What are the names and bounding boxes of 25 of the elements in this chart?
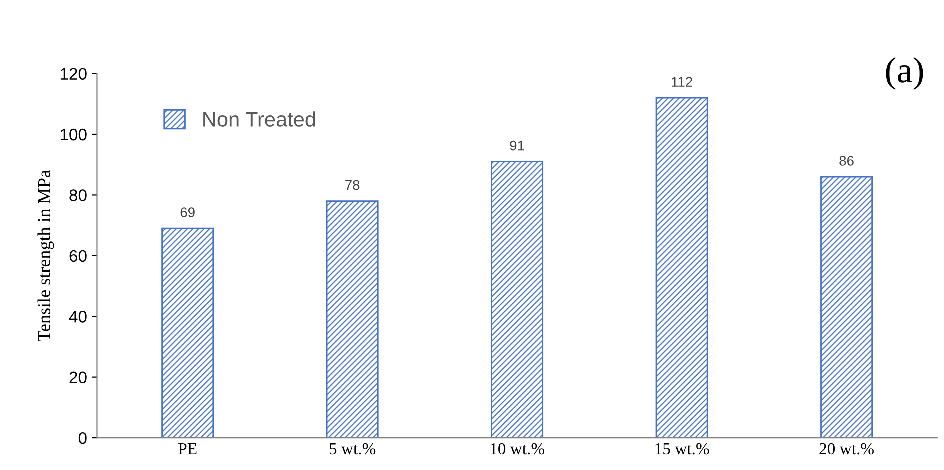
annotation: (a) [886,57,924,90]
bar [656,97,708,438]
data-label: 78 [346,180,360,190]
bar [491,161,544,438]
data-label: 112 [672,77,692,87]
data-label: 86 [840,156,854,166]
bar [326,200,379,438]
y-tick-label: 100 [60,128,87,141]
legend-label: Non Treated [204,112,316,127]
data-label: 91 [510,140,524,151]
y-tick-label: 60 [70,250,87,262]
y-tick-label: 120 [60,68,87,80]
y-tick-label: 80 [70,190,87,202]
x-tick-label: 20 wt.% [820,443,874,455]
x-tick-label: 15 wt.% [656,443,710,455]
x-tick-label: 5 wt.% [330,443,376,455]
x-tick-label: 10 wt.% [491,443,545,455]
y-tick-label: 20 [70,372,87,384]
data-label: 69 [180,208,195,218]
y-tick-label: 40 [69,311,87,323]
y-axis-title: Tensile strength in MPa [38,170,54,342]
y-tick-label: 0 [78,432,87,444]
bar [820,176,874,438]
bar [162,228,214,438]
x-tick-label: PE [178,444,197,454]
